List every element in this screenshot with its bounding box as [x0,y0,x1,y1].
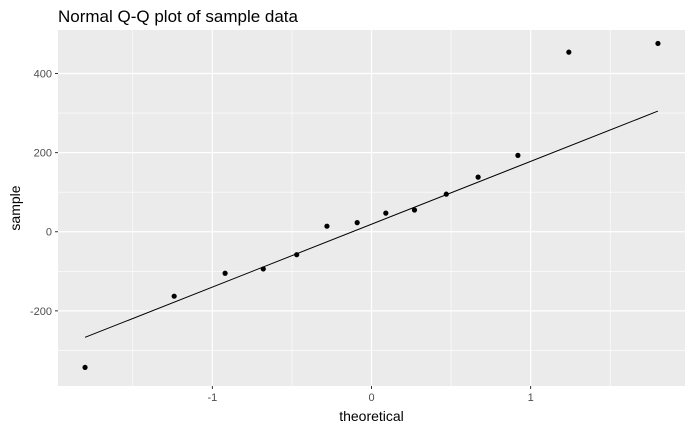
chart-title: Normal Q-Q plot of sample data [58,7,299,26]
data-point [383,210,389,216]
data-point [354,220,360,226]
data-point [411,207,418,213]
data-point [655,40,661,47]
reference-line [84,110,659,338]
data-point [443,191,449,197]
y-tick-label: 200 [34,148,52,160]
y-axis: -200 0 200 400 [30,69,58,318]
grid-major [58,30,685,386]
data-points [82,40,661,371]
y-tick-label: 400 [34,69,52,81]
data-point [260,266,266,272]
x-axis: -1 0 1 [207,386,534,404]
y-axis-title: sample [7,185,23,230]
data-point [294,252,300,258]
x-tick-label: -1 [207,392,217,404]
data-point [515,152,521,158]
y-tick-label: -200 [30,306,52,318]
x-tick-label: 0 [368,392,374,404]
y-tick-label: 0 [46,227,52,239]
reference-line-group [84,110,659,338]
data-point [475,174,481,180]
x-axis-title: theoretical [339,408,404,424]
data-point [82,364,88,371]
data-point [566,49,572,55]
x-tick-label: 1 [528,392,534,404]
data-point [171,293,177,299]
data-point [324,223,330,229]
data-point [222,270,228,276]
